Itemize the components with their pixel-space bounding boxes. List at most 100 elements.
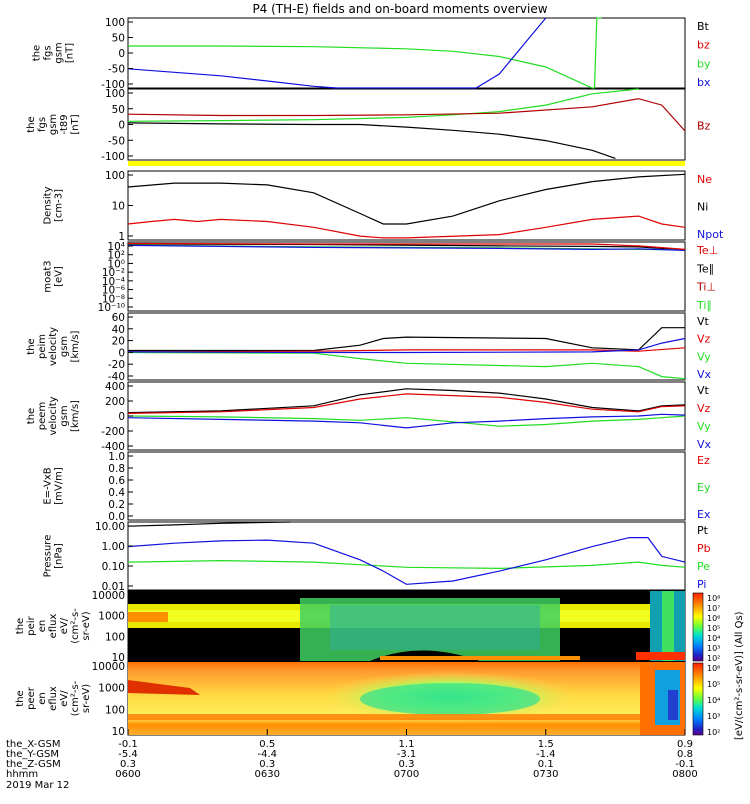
colorbar-tick: 10⁴: [707, 696, 720, 705]
legend-entry: Vt: [697, 384, 710, 397]
footer-value: -5.4: [118, 749, 138, 760]
panel-fgs_s: 100 50 0 -50 -100 the fgs gsm -t89 [nT] Bz: [26, 88, 711, 163]
legend-entry: Pe: [697, 560, 710, 573]
ytick-label: -50: [108, 135, 125, 147]
footer-value: 0630: [255, 769, 280, 780]
footer-row-label: hhmm: [6, 769, 38, 780]
colorbar-peir: [692, 592, 704, 662]
footer-value: 0.3: [120, 759, 136, 770]
footer-value: -4.4: [257, 749, 277, 760]
axis-label-pressure: [nPa]: [54, 543, 65, 569]
colorbar-tick: 10²: [707, 728, 720, 737]
ytick-label: 10: [112, 726, 125, 738]
axis-label-moat3: [eV]: [54, 266, 65, 287]
axis-label-fgs: [nT]: [65, 43, 76, 63]
axis-label-peim: velocity: [48, 327, 59, 366]
footer-value: 0.5: [259, 739, 275, 750]
series-fgs-bx: [127, 17, 547, 89]
legend-entry: Vy: [697, 350, 711, 363]
ytick-label: 100: [105, 88, 125, 100]
legend-entry: Ez: [697, 454, 710, 467]
ytick-label: 10⁴: [107, 241, 125, 253]
series-peem-Vy: [127, 415, 686, 427]
legend-entry: Pi: [697, 578, 706, 591]
axis-label-peim: gsm: [59, 336, 70, 357]
legend-entry: Bz: [697, 120, 711, 133]
footer-value: -3.1: [397, 749, 417, 760]
footer-row-label: the_X-GSM: [6, 739, 60, 750]
footer-value: 0.9: [677, 739, 693, 750]
footer-date: 2019 Mar 12: [6, 780, 69, 791]
axis-label-peer: (cm²-s-: [70, 680, 81, 716]
panel-peem: 400 200 0 -200 -400 the peem velocity gsm [km/s] V…: [26, 381, 712, 453]
ytick-label: 100: [105, 704, 125, 716]
axis-label-efield: [mV/m]: [54, 467, 65, 505]
ytick-label: 0.4: [108, 487, 125, 499]
footer-table: the_X-GSM -0.1 0.5 1.1 1.5 0.9 the_Y-GSM -5.4 -4…: [6, 739, 698, 791]
series-pressure-Pi: [127, 537, 686, 585]
axis-label-fgs_s: the: [26, 116, 37, 132]
legend-entry: Ey: [697, 481, 711, 494]
series-moat3-Tb: [127, 244, 686, 251]
colorbar-tick: 10⁷: [707, 604, 720, 613]
ytick-label: 10000: [92, 661, 125, 673]
footer-value: -0.1: [675, 759, 695, 770]
legend-entry: Ti⊥: [696, 281, 716, 294]
legend-entry: Vx: [697, 368, 712, 381]
legend-entry: Pb: [697, 542, 711, 555]
colorbar-tick: 10⁵: [707, 624, 720, 633]
ytick-label: 10⁻²: [102, 267, 125, 279]
axis-label-peir: en: [37, 620, 48, 633]
ytick-label: 1000: [98, 611, 125, 623]
series-fgs-by: [128, 17, 602, 89]
ytick-label: 0: [118, 48, 125, 60]
axis-label-peim: peim: [37, 334, 48, 359]
axis-label-density: [cm-3]: [54, 189, 65, 222]
ytick-label: 200: [105, 396, 125, 408]
axis-label-peer: the: [15, 690, 26, 706]
axis-label-fgs: fgs: [43, 45, 54, 60]
legend-entry: Vz: [697, 333, 711, 346]
series-peem-Vx: [127, 413, 686, 429]
series-peim-Vy: [127, 351, 686, 380]
legend-entry: Npot: [697, 228, 724, 241]
axis-label-peir: sr-eV): [81, 611, 92, 640]
axis-label-density: Density: [43, 186, 54, 224]
ytick-label: 10²: [107, 250, 125, 262]
ytick-label: 0: [118, 120, 125, 132]
ytick-label: -100: [101, 151, 125, 163]
legend-entry: Vy: [697, 420, 711, 433]
series-fgs_s-By: [127, 88, 639, 122]
legend-entry: by: [697, 57, 711, 70]
footer-value: 0.3: [259, 759, 275, 770]
ytick-label: 400: [105, 381, 125, 393]
ytick-label: 50: [112, 104, 125, 116]
ytick-label: 40: [112, 324, 125, 336]
colorbar-tick: 10³: [707, 712, 720, 721]
axis-label-fgs_s: [nT]: [70, 114, 81, 134]
ytick-label: 1.00: [102, 541, 125, 553]
peer-spectrogram: [128, 662, 685, 735]
axis-label-peem: the: [26, 408, 37, 424]
axis-label-peir: eV/: [59, 617, 70, 634]
ytick-label: 60: [112, 312, 125, 324]
series-peim-Vz: [127, 347, 686, 353]
axis-label-peem: [km/s]: [70, 400, 81, 432]
axis-label-peer: en: [37, 692, 48, 705]
footer-row-label: the_Z-GSM: [6, 759, 61, 770]
series-peem-Vt: [127, 388, 686, 414]
axis-label-peir: the: [15, 618, 26, 634]
footer-value: 1.1: [399, 739, 415, 750]
ytick-label: 0.2: [108, 499, 125, 511]
axis-label-fgs: gsm: [54, 42, 65, 63]
ytick-label: 10⁻¹⁰: [98, 302, 125, 314]
axis-label-peer: peer: [26, 686, 37, 710]
ytick-label: 0.6: [108, 475, 125, 487]
axis-label-peir: peir: [26, 615, 37, 635]
ytick-label: -20: [108, 359, 125, 371]
series-peem-Vz: [127, 393, 686, 414]
footer-value: 0800: [672, 769, 697, 780]
